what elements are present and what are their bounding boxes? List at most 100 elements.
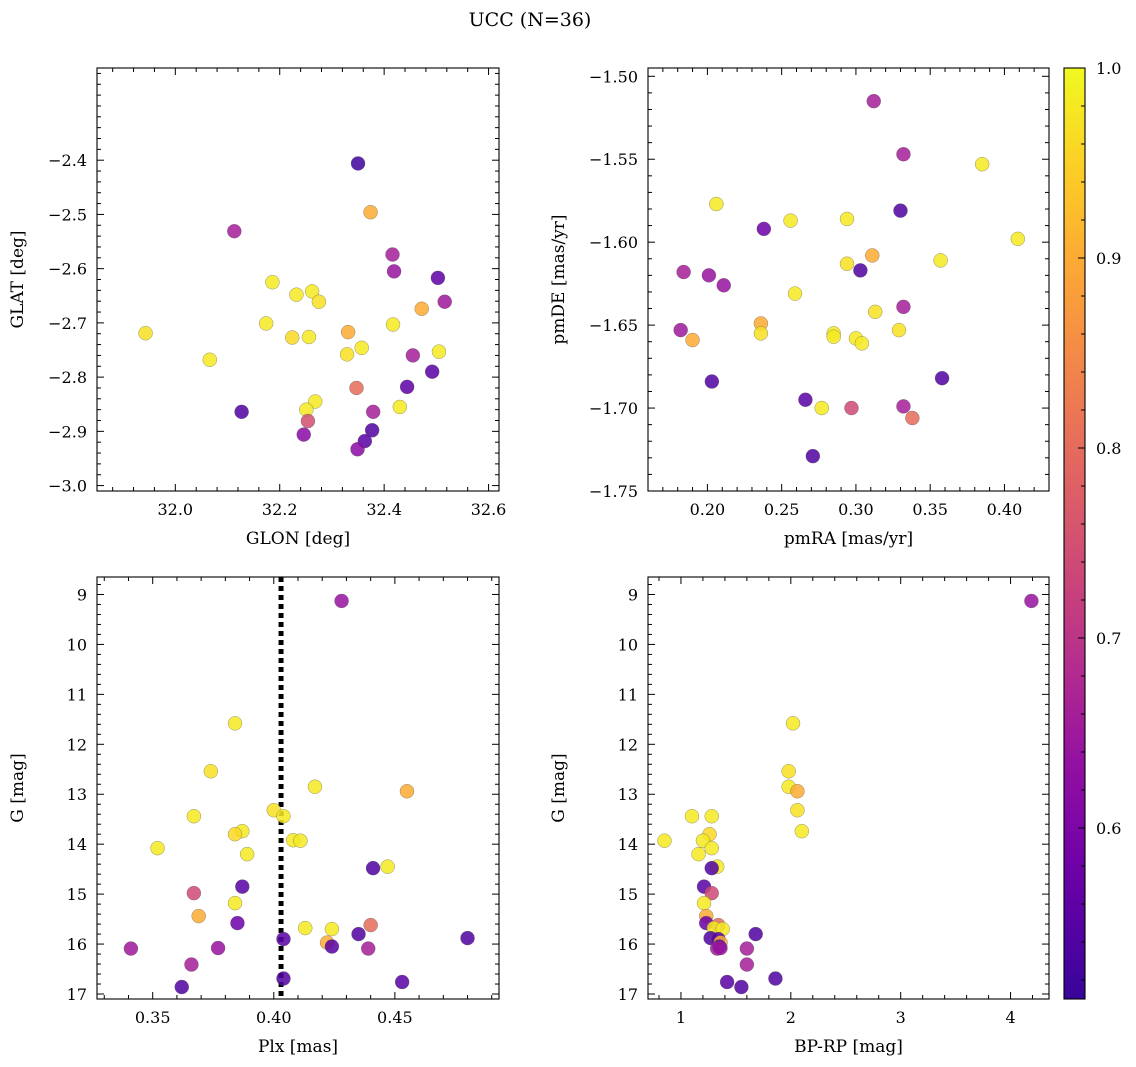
data-point xyxy=(298,920,313,936)
y-axis-label: G [mag] xyxy=(549,753,569,822)
data-point xyxy=(235,879,250,894)
data-point xyxy=(934,370,950,386)
colorbar-tick-label: 1.0 xyxy=(1096,59,1121,78)
data-point xyxy=(1024,593,1039,609)
data-point xyxy=(739,957,755,972)
x-axis-label: pmRA [mas/yr] xyxy=(784,529,913,549)
y-tick-label: 13 xyxy=(67,785,87,804)
data-point xyxy=(905,410,920,426)
data-point xyxy=(844,400,859,416)
data-point xyxy=(704,374,720,389)
data-point xyxy=(364,423,380,438)
data-point xyxy=(394,974,410,990)
data-point xyxy=(150,840,165,856)
data-point xyxy=(854,336,870,351)
y-tick-label: 15 xyxy=(618,885,638,904)
data-point xyxy=(974,156,990,172)
data-point xyxy=(696,895,712,911)
y-tick-label: −1.65 xyxy=(589,316,638,335)
colorbar-tick-label: 0.6 xyxy=(1096,819,1121,838)
data-point xyxy=(867,304,883,320)
y-tick-label: 16 xyxy=(618,935,638,954)
y-tick-label: 17 xyxy=(618,985,638,1004)
data-point xyxy=(392,399,408,415)
data-point xyxy=(123,941,139,956)
y-tick-label: −2.4 xyxy=(48,151,87,170)
colorbar-gradient xyxy=(1063,67,1086,1000)
colorbar-tick-label: 0.7 xyxy=(1096,629,1121,648)
data-point xyxy=(365,404,381,420)
data-point xyxy=(893,203,908,218)
y-tick-label: −3.0 xyxy=(48,477,87,496)
y-axis-label: G [mag] xyxy=(8,753,28,822)
data-point xyxy=(296,427,311,442)
data-point xyxy=(704,885,719,901)
data-point xyxy=(304,284,320,299)
data-point xyxy=(405,348,421,363)
y-tick-label: −2.6 xyxy=(48,260,87,279)
x-tick-label: 32.2 xyxy=(262,500,298,519)
scatter-points xyxy=(123,593,475,995)
data-point xyxy=(704,860,719,876)
data-point xyxy=(351,926,366,942)
data-point xyxy=(350,441,365,457)
data-point xyxy=(701,268,717,283)
data-point xyxy=(365,860,381,876)
data-point xyxy=(691,846,706,862)
data-point xyxy=(839,256,855,271)
y-tick-label: 9 xyxy=(77,585,87,604)
data-point xyxy=(460,930,475,946)
data-point xyxy=(276,808,291,824)
data-point xyxy=(814,400,830,416)
data-point xyxy=(234,404,249,420)
x-tick-label: 0.45 xyxy=(377,1008,413,1027)
data-point xyxy=(210,940,226,956)
data-point xyxy=(933,253,948,268)
data-point xyxy=(339,347,355,362)
x-tick-label: 0.20 xyxy=(690,500,726,519)
data-point xyxy=(673,322,688,338)
data-point xyxy=(709,196,724,212)
x-tick-label: 0.40 xyxy=(256,1008,292,1027)
data-point xyxy=(399,783,415,799)
data-point xyxy=(230,915,245,931)
y-tick-label: −2.9 xyxy=(48,422,87,441)
axes-frame xyxy=(647,67,1050,492)
data-point xyxy=(787,286,803,301)
y-tick-label: 13 xyxy=(618,785,638,804)
data-point xyxy=(896,147,911,162)
data-point xyxy=(684,808,700,824)
data-point xyxy=(311,294,327,309)
x-tick-label: 2 xyxy=(786,1008,796,1027)
data-point xyxy=(713,940,728,956)
data-point xyxy=(285,330,300,345)
data-point xyxy=(839,211,855,227)
data-point xyxy=(191,908,206,924)
x-tick-label: 1 xyxy=(676,1008,686,1027)
x-axis-label: GLON [deg] xyxy=(246,529,350,549)
y-tick-label: −2.5 xyxy=(48,205,87,224)
data-point xyxy=(866,93,881,109)
data-point xyxy=(704,840,719,856)
scatter-points xyxy=(138,156,452,457)
x-axis-label: Plx [mas] xyxy=(258,1037,338,1057)
data-point xyxy=(414,301,429,317)
data-point xyxy=(340,324,356,340)
data-point xyxy=(783,213,798,228)
axes-frame xyxy=(96,576,500,1000)
data-point xyxy=(385,317,401,332)
data-point xyxy=(385,247,400,262)
x-tick-label: 4 xyxy=(1005,1008,1015,1027)
data-point xyxy=(719,974,735,990)
data-point xyxy=(276,931,291,947)
y-tick-label: 9 xyxy=(628,585,638,604)
data-point xyxy=(805,448,821,464)
x-tick-label: 0.35 xyxy=(912,500,948,519)
scatter-points xyxy=(673,93,1026,464)
y-tick-label: −2.7 xyxy=(48,314,87,333)
figure-title: UCC (N=36) xyxy=(469,9,592,31)
x-axis-label: BP-RP [mag] xyxy=(794,1037,903,1057)
data-point xyxy=(734,979,749,995)
